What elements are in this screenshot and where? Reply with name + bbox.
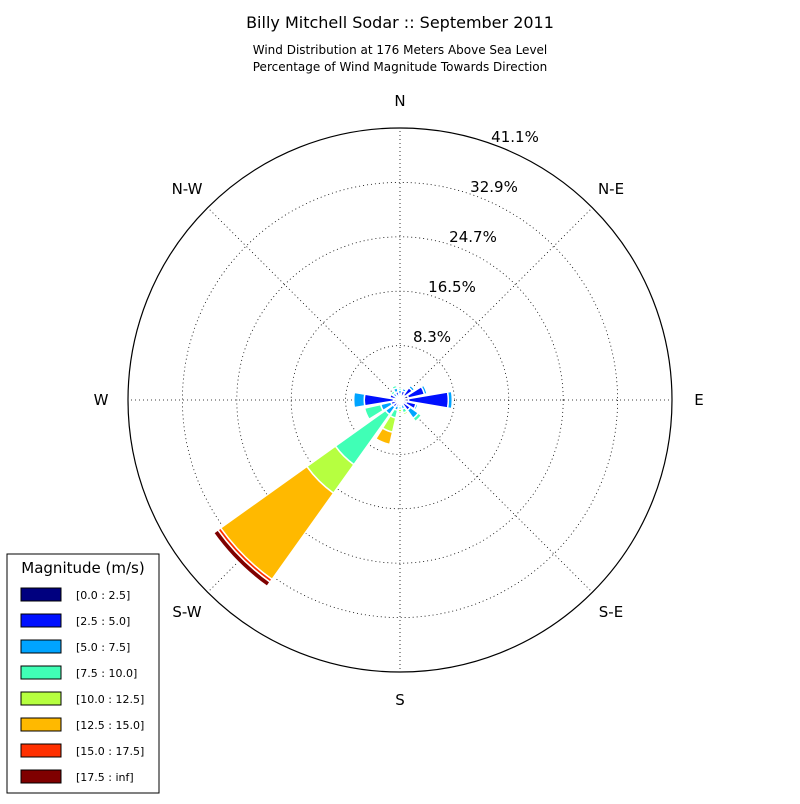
radial-tick-label-3: 24.7% xyxy=(449,228,497,246)
sector-0-bin-3 xyxy=(397,387,403,392)
grid-ring-3 xyxy=(236,236,564,564)
sector-202.5-bin-5 xyxy=(374,427,394,446)
chart-title: Billy Mitchell Sodar :: September 2011 xyxy=(246,13,554,32)
legend: Magnitude (m/s) [0.0 : 2.5] [2.5 : 5.0] [5… xyxy=(6,553,160,794)
sector-225-bin-7 xyxy=(212,528,272,588)
direction-label-s: S xyxy=(395,691,405,709)
legend-label-0: [0.0 : 2.5] xyxy=(76,589,130,602)
legend-label-6: [15.0 : 17.5] xyxy=(76,745,144,758)
sector-112.5-bin-2 xyxy=(412,402,419,411)
legend-title: Magnitude (m/s) xyxy=(21,559,144,577)
chart-subtitle-line-2: Percentage of Wind Magnitude Towards Dir… xyxy=(253,60,547,74)
legend-swatch-5 xyxy=(20,717,62,732)
sector-45-bin-2 xyxy=(407,384,416,393)
direction-label-e: E xyxy=(694,391,703,409)
grid-ring-4 xyxy=(181,181,619,619)
direction-label-nw: N-W xyxy=(172,180,203,198)
direction-label-sw: S-W xyxy=(172,603,201,621)
sector-270-bin-2 xyxy=(352,391,366,409)
grid-spoke-s-e xyxy=(399,399,593,593)
sector-22.5-bin-3 xyxy=(401,386,409,391)
grid-spoke-n-w xyxy=(207,207,401,401)
sector-135-bin-3 xyxy=(412,412,423,423)
legend-swatch-6 xyxy=(20,743,62,758)
sector-157.5-bin-4 xyxy=(402,410,410,416)
radial-tick-label-5: 41.1% xyxy=(491,128,539,146)
direction-label-n: N xyxy=(394,92,405,110)
radial-tick-label-4: 32.9% xyxy=(470,178,518,196)
chart-subtitle-line-1: Wind Distribution at 176 Meters Above Se… xyxy=(253,43,548,57)
sector-180-bin-4 xyxy=(397,408,403,413)
legend-label-2: [5.0 : 7.5] xyxy=(76,641,130,654)
direction-label-ne: N-E xyxy=(598,180,624,198)
radial-tick-label-1: 8.3% xyxy=(413,328,451,346)
legend-swatch-3 xyxy=(20,665,62,680)
sector-90-bin-2 xyxy=(446,390,454,410)
legend-swatch-4 xyxy=(20,691,62,706)
legend-label-1: [2.5 : 5.0] xyxy=(76,615,130,628)
sector-bars xyxy=(212,384,454,588)
sector-67.5-bin-2 xyxy=(420,384,428,396)
legend-label-5: [12.5 : 15.0] xyxy=(76,719,144,732)
legend-items: [0.0 : 2.5] [2.5 : 5.0] [5.0 : 7.5] [7.5 : … xyxy=(20,587,144,784)
legend-swatch-7 xyxy=(20,769,62,784)
sector-247.5-bin-3 xyxy=(363,403,385,421)
legend-label-4: [10.0 : 12.5] xyxy=(76,693,144,706)
direction-label-se: S-E xyxy=(599,603,623,621)
polar-frame xyxy=(127,127,673,673)
sector-337.5-bin-3 xyxy=(390,384,399,391)
radial-tick-labels: 8.3% 16.5% 24.7% 32.9% 41.1% xyxy=(413,128,539,346)
direction-label-w: W xyxy=(94,391,109,409)
polar-grid xyxy=(128,128,672,672)
legend-swatch-0 xyxy=(20,587,62,602)
radial-tick-label-2: 16.5% xyxy=(428,278,476,296)
legend-label-7: [17.5 : inf] xyxy=(76,771,134,784)
grid-ring-1 xyxy=(345,345,455,455)
legend-swatch-1 xyxy=(20,613,62,628)
legend-label-3: [7.5 : 10.0] xyxy=(76,667,137,680)
legend-swatch-2 xyxy=(20,639,62,654)
